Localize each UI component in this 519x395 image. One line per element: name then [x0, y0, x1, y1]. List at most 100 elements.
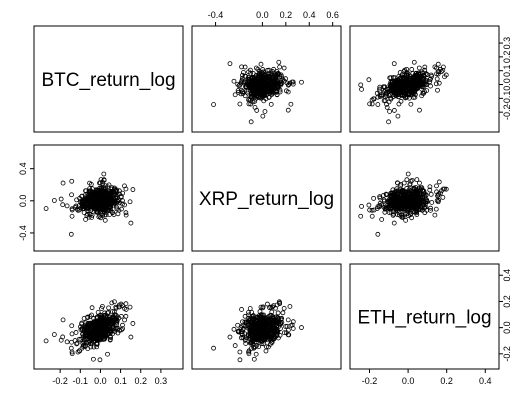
data-point [412, 189, 418, 195]
data-point [256, 76, 262, 82]
data-point [401, 204, 407, 210]
x-tick-label-ETH_return_log: 0.4 [479, 376, 492, 386]
data-point [404, 70, 410, 75]
data-point [276, 59, 282, 65]
diagonal-label-XRP_return_log: XRP_return_log [199, 189, 334, 210]
data-point [391, 220, 397, 226]
data-point [411, 81, 417, 87]
data-point [263, 315, 268, 321]
data-point [123, 307, 129, 312]
data-point [251, 327, 257, 333]
right-tick-label-ETH_return_log: 0.2 [502, 295, 512, 308]
data-point [418, 81, 424, 86]
data-point [102, 187, 108, 193]
data-point [264, 301, 270, 307]
right-tick-label-BTC_return_log: -0.1 [502, 91, 512, 107]
axes-layer: -0.4 0.0 0.2 0.4 0.6-0.2 -0.1 0.0 0.1 0.2 0.3 -0.2… [18, 10, 512, 386]
x-tick-label-BTC_return_log: 0.3 [155, 376, 168, 386]
data-point [440, 67, 446, 73]
data-point [267, 305, 272, 311]
data-point [288, 101, 294, 107]
data-point [235, 322, 241, 328]
data-point [417, 197, 423, 203]
data-point [263, 348, 269, 354]
data-point [58, 196, 64, 202]
data-point [248, 346, 254, 351]
data-point [367, 207, 373, 213]
data-point [438, 66, 443, 72]
data-point [123, 186, 129, 192]
data-point [64, 203, 70, 209]
data-point [270, 316, 276, 321]
data-point [420, 81, 426, 87]
data-point [386, 206, 391, 211]
data-point [240, 335, 246, 340]
data-point [432, 64, 438, 70]
data-point [391, 61, 397, 67]
data-point [91, 193, 97, 199]
data-point [69, 192, 74, 198]
data-point [120, 201, 125, 207]
data-point [409, 177, 415, 183]
data-point [231, 78, 237, 84]
data-point [375, 231, 381, 237]
data-point [127, 199, 133, 205]
data-point [69, 339, 74, 345]
top-tick-label-XRP_return_log: 0.6 [326, 10, 339, 20]
panel-ETH_return_log-vs-ETH_return_log [349, 263, 500, 370]
data-point [403, 217, 409, 223]
data-point [89, 305, 95, 311]
data-point [78, 324, 83, 330]
data-point [112, 200, 118, 206]
data-point [399, 212, 405, 218]
x-tick-label-BTC_return_log: 0.2 [134, 376, 147, 386]
data-point [416, 65, 422, 71]
data-point [367, 101, 373, 107]
data-point [122, 317, 127, 323]
data-point [257, 309, 263, 314]
data-point [250, 341, 256, 347]
data-point [382, 206, 388, 212]
data-point [112, 329, 118, 335]
data-point [81, 315, 87, 321]
data-point [420, 187, 426, 193]
data-point [60, 202, 66, 208]
data-point [243, 73, 249, 79]
data-point [427, 187, 433, 193]
data-point [106, 305, 112, 311]
data-point [260, 305, 266, 311]
data-point [60, 317, 66, 323]
data-point [251, 356, 257, 362]
data-point [375, 102, 381, 107]
data-point [393, 86, 399, 92]
data-point [264, 71, 270, 77]
data-point [387, 84, 393, 90]
panel-XRP_return_log-vs-BTC_return_log [33, 144, 184, 252]
data-point [412, 72, 418, 78]
data-point [250, 99, 256, 105]
data-point [401, 180, 407, 186]
data-point [386, 119, 391, 125]
data-point [237, 349, 243, 355]
data-point [90, 191, 96, 197]
data-point [401, 79, 407, 84]
data-point [111, 189, 117, 195]
data-point [97, 213, 103, 219]
data-point [411, 59, 417, 65]
data-point [60, 180, 66, 186]
data-point [433, 206, 439, 212]
data-point [285, 107, 291, 113]
data-point [127, 304, 133, 310]
data-point [235, 88, 241, 93]
data-point [84, 340, 89, 345]
data-point [417, 107, 422, 113]
data-point [438, 190, 443, 196]
data-point [95, 310, 101, 315]
data-point [270, 304, 275, 310]
data-point [435, 193, 440, 199]
data-point [398, 192, 404, 197]
data-point [102, 319, 108, 325]
data-point [396, 101, 402, 107]
data-point [119, 206, 124, 212]
